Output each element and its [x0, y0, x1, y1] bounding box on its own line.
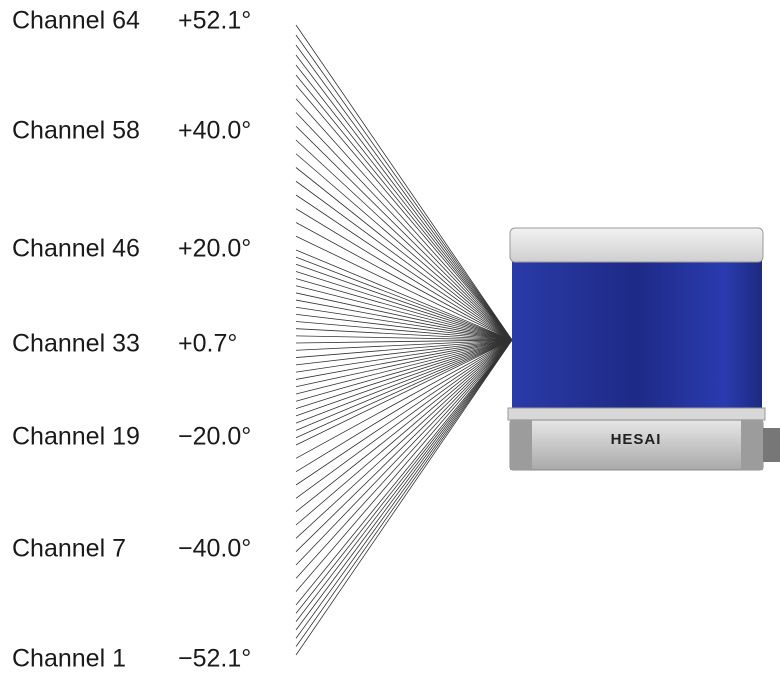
- beam: [295, 222, 513, 341]
- lidar-cap: [509, 227, 764, 263]
- beam: [295, 339, 513, 409]
- channel-angle: +20.0°: [178, 235, 251, 263]
- beam: [295, 339, 513, 459]
- beam: [295, 285, 513, 341]
- beam: [295, 328, 513, 341]
- channel-name: Channel 46: [12, 235, 140, 263]
- channel-angle: −40.0°: [178, 535, 251, 563]
- channel-angle: −20.0°: [178, 423, 251, 451]
- beam: [295, 278, 513, 341]
- beam: [295, 313, 513, 341]
- beam: [295, 339, 513, 512]
- beam: [295, 235, 513, 341]
- beam: [295, 339, 513, 402]
- beam: [295, 34, 513, 341]
- beam: [295, 54, 513, 341]
- beam: [295, 339, 513, 631]
- beam: [295, 339, 513, 351]
- lidar-unit: HESAI: [507, 227, 780, 471]
- beam: [295, 339, 513, 373]
- beam: [295, 339, 513, 388]
- beam: [295, 84, 513, 341]
- channel-name: Channel 64: [12, 7, 140, 35]
- beam: [295, 339, 513, 606]
- beam: [295, 256, 513, 341]
- lidar-body: [512, 258, 762, 410]
- beam: [295, 125, 513, 341]
- beam: [295, 339, 513, 579]
- beam: [295, 339, 513, 439]
- beam: [295, 339, 513, 473]
- beam: [295, 339, 513, 424]
- channel-name: Channel 7: [12, 535, 126, 563]
- beam: [295, 339, 513, 380]
- beam: [295, 263, 513, 341]
- beam: [295, 112, 513, 341]
- beam: [295, 339, 513, 344]
- beam: [295, 339, 513, 639]
- beam: [295, 292, 513, 341]
- beam: [295, 339, 513, 395]
- beam: [295, 339, 513, 431]
- beam: [295, 339, 513, 417]
- beam: [295, 339, 513, 486]
- base-grip: [741, 420, 763, 470]
- beam: [295, 208, 513, 341]
- connector: [763, 428, 780, 462]
- beam: [295, 64, 513, 341]
- channel-name: Channel 1: [12, 645, 126, 673]
- beam: [295, 153, 513, 341]
- beam: [295, 44, 513, 341]
- brand-label: HESAI: [611, 431, 662, 448]
- beam: [295, 339, 513, 552]
- channel-labels: Channel 64 +52.1° Channel 58 +40.0° Channel …: [12, 7, 251, 673]
- channel-name: Channel 58: [12, 117, 140, 145]
- beam: [295, 339, 513, 647]
- beam: [295, 339, 513, 526]
- beam: [295, 321, 513, 341]
- beam: [295, 339, 513, 614]
- channel-angle: +52.1°: [178, 7, 251, 35]
- beam: [295, 339, 513, 566]
- beam: [295, 167, 513, 341]
- laser-fan: [295, 24, 513, 656]
- beam: [295, 339, 513, 622]
- beam: [295, 24, 513, 341]
- beam: [295, 339, 513, 499]
- beam: [295, 299, 513, 341]
- beam: [295, 339, 513, 656]
- beam: [295, 271, 513, 341]
- channel-name: Channel 33: [12, 330, 140, 358]
- beam: [295, 339, 513, 446]
- beam: [295, 339, 513, 539]
- beam: [295, 306, 513, 341]
- beam: [295, 98, 513, 341]
- channel-name: Channel 19: [12, 423, 140, 451]
- beam: [295, 339, 513, 592]
- beam: [295, 339, 513, 366]
- lidar-ring: [507, 407, 766, 421]
- base-grip: [510, 420, 532, 470]
- beam: [295, 180, 513, 341]
- beam: [295, 335, 513, 341]
- channel-angle: −52.1°: [178, 645, 251, 673]
- channel-angle: +0.7°: [178, 330, 237, 358]
- beam: [295, 194, 513, 341]
- beam: [295, 139, 513, 341]
- beam: [295, 74, 513, 341]
- beam: [295, 339, 513, 358]
- beam: [295, 249, 513, 341]
- channel-angle: +40.0°: [178, 117, 251, 145]
